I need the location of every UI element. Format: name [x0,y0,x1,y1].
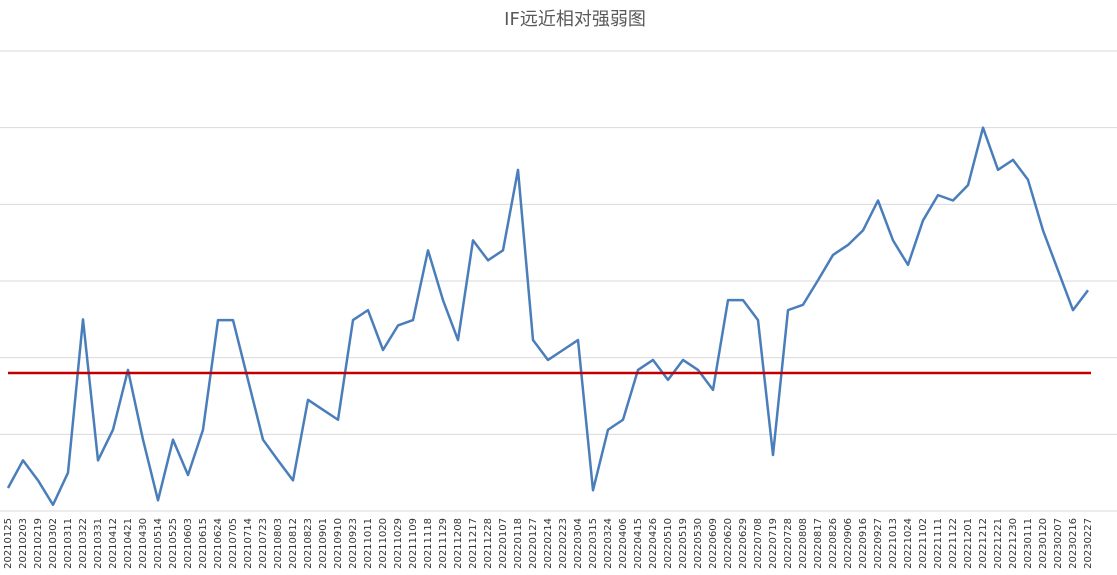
x-tick-label: 20220906 [843,518,854,569]
x-tick-label: 20220530 [693,518,704,569]
x-tick-label: 20220927 [873,518,884,569]
x-tick-label: 20220406 [618,518,629,569]
x-tick-label: 20211129 [438,518,449,569]
x-tick-label: 20220719 [768,518,779,569]
x-tick-label: 20220223 [558,518,569,569]
x-tick-label: 20210812 [288,518,299,569]
x-tick-label: 20221212 [978,518,989,569]
x-tick-label: 20220916 [858,518,869,569]
x-tick-label: 20221013 [888,518,899,569]
x-tick-label: 20220107 [498,518,509,569]
x-tick-label: 20210525 [168,518,179,569]
x-tick-label: 20210803 [273,518,284,569]
x-tick-label: 20220629 [738,518,749,569]
x-tick-label: 20221201 [963,518,974,569]
x-tick-label: 20210302 [48,518,59,569]
x-tick-label: 20221122 [948,518,959,569]
x-tick-label: 20220620 [723,518,734,569]
x-tick-label: 20210203 [18,518,29,569]
x-tick-label: 20210311 [63,518,74,569]
x-tick-label: 20210615 [198,518,209,569]
x-tick-label: 20210125 [3,518,14,569]
x-tick-label: 20210624 [213,518,224,569]
x-tick-label: 20221024 [903,518,914,569]
x-tick-label: 20210723 [258,518,269,569]
x-tick-label: 20210923 [348,518,359,569]
x-tick-label: 20221221 [993,518,1004,569]
x-tick-label: 20210412 [108,518,119,569]
x-tick-label: 20210901 [318,518,329,569]
x-tick-label: 20221111 [933,518,944,569]
x-tick-label: 20210910 [333,518,344,569]
x-tick-label: 20220609 [708,518,719,569]
x-tick-label: 20220817 [813,518,824,569]
x-tick-label: 20220127 [528,518,539,569]
x-tick-label: 20220324 [603,518,614,569]
x-tick-label: 20210421 [123,518,134,569]
x-tick-label: 20210705 [228,518,239,569]
x-tick-label: 20211020 [378,518,389,569]
x-tick-label: 20211217 [468,518,479,569]
x-tick-label: 20220510 [663,518,674,569]
x-tick-label: 20211208 [453,518,464,569]
x-tick-label: 20211011 [363,518,374,569]
x-tick-label: 20210322 [78,518,89,569]
x-tick-label: 20211029 [393,518,404,569]
x-tick-label: 20210603 [183,518,194,569]
x-tick-label: 20221102 [918,518,929,569]
x-tick-label: 20211228 [483,518,494,569]
x-tick-label: 20220214 [543,518,554,569]
x-tick-label: 20230227 [1083,518,1094,569]
x-tick-label: 20210430 [138,518,149,569]
x-tick-label: 20220315 [588,518,599,569]
x-tick-label: 20220708 [753,518,764,569]
x-tick-label: 20210823 [303,518,314,569]
x-tick-label: 20230216 [1068,518,1079,569]
x-tick-label: 20220118 [513,518,524,569]
x-tick-label: 20211118 [423,518,434,569]
x-tick-label: 20211109 [408,518,419,569]
x-tick-label: 20210714 [243,518,254,569]
x-tick-label: 20220728 [783,518,794,569]
x-tick-label: 20220304 [573,518,584,569]
x-tick-label: 20220426 [648,518,659,569]
x-tick-label: 20210331 [93,518,104,569]
x-tick-label: 20220415 [633,518,644,569]
x-tick-label: 20230207 [1053,518,1064,569]
x-tick-label: 20230120 [1038,518,1049,569]
x-tick-label: 20230111 [1023,518,1034,569]
x-tick-label: 20210219 [33,518,44,569]
x-tick-label: 20221230 [1008,518,1019,569]
chart-title: IF远近相对强弱图 [504,9,646,30]
x-tick-label: 20220808 [798,518,809,569]
data-line [6,126,1089,507]
x-tick-label: 20220519 [678,518,689,569]
x-tick-label: 20210514 [153,518,164,569]
x-tick-label: 20220826 [828,518,839,569]
